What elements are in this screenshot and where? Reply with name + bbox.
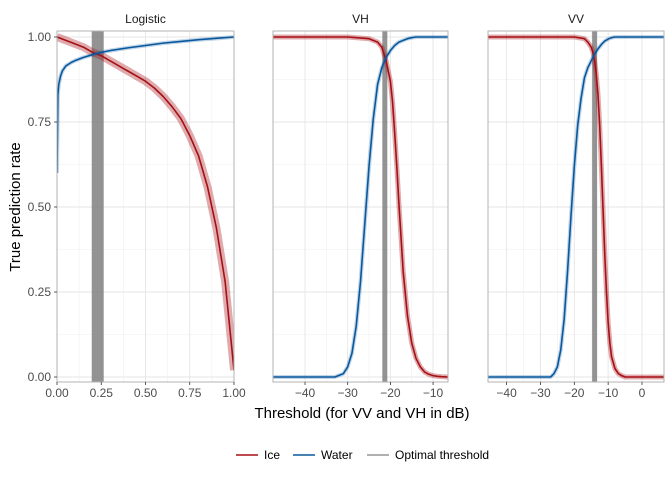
x-tick-label: −20 — [564, 386, 585, 400]
y-axis-label: True prediction rate — [7, 142, 24, 272]
x-tick-label: 0.50 — [134, 386, 158, 400]
series-line-ice — [273, 36, 448, 378]
series-line-water — [57, 36, 234, 174]
y-tick-label: 0.25 — [28, 285, 52, 299]
x-tick-label: 0.00 — [45, 386, 69, 400]
panel-border — [272, 30, 449, 383]
legend-item-ice: Ice — [236, 448, 280, 462]
y-tick-label: 0.50 — [28, 200, 52, 214]
optimal-threshold-line — [91, 31, 104, 382]
series-line-water — [488, 36, 664, 378]
panel-logistic: Logistic 0.00 0.25 0.50 0.75 1.00 — [45, 12, 246, 400]
panel-vh: VH −40 −30 −20 −10 — [272, 12, 449, 400]
series-line-ice — [488, 36, 664, 378]
legend-label: Ice — [264, 448, 280, 462]
series-line-water — [273, 36, 448, 378]
y-tick-label: 0.75 — [28, 115, 52, 129]
x-tick-label: −20 — [380, 386, 401, 400]
x-tick-label: 0 — [639, 386, 646, 400]
legend-label: Water — [321, 448, 353, 462]
x-tick-label: −10 — [598, 386, 619, 400]
data-layer — [57, 31, 234, 382]
legend-label: Optimal threshold — [395, 448, 489, 462]
x-tick-label: −30 — [338, 386, 359, 400]
x-tick-label: −40 — [295, 386, 316, 400]
optimal-threshold-line — [382, 31, 388, 382]
panel-title: Logistic — [125, 12, 166, 26]
x-tick-label: 0.25 — [90, 386, 114, 400]
x-tick-label: −40 — [496, 386, 517, 400]
legend: Ice Water Optimal threshold — [236, 448, 489, 462]
data-layer — [488, 31, 664, 382]
x-tick-label: −10 — [423, 386, 444, 400]
x-axis-label: Threshold (for VV and VH in dB) — [254, 405, 469, 422]
x-tick-label: −30 — [530, 386, 551, 400]
panel-title: VH — [352, 12, 369, 26]
x-tick-label: 0.75 — [178, 386, 202, 400]
x-tick-label: 1.00 — [222, 386, 246, 400]
series-line-ice — [57, 36, 234, 371]
y-axis: 0.00 0.25 0.50 0.75 1.00 — [28, 30, 57, 384]
optimal-threshold-line — [592, 31, 598, 382]
y-tick-label: 1.00 — [28, 30, 52, 44]
panel-border — [487, 30, 665, 383]
legend-item-water: Water — [293, 448, 353, 462]
y-tick-label: 0.00 — [28, 370, 52, 384]
panel-vv: VV −40 −30 −20 −10 0 — [487, 12, 665, 400]
panel-title: VV — [568, 12, 584, 26]
legend-item-optimal-threshold: Optimal threshold — [367, 448, 489, 462]
data-layer — [273, 31, 448, 382]
